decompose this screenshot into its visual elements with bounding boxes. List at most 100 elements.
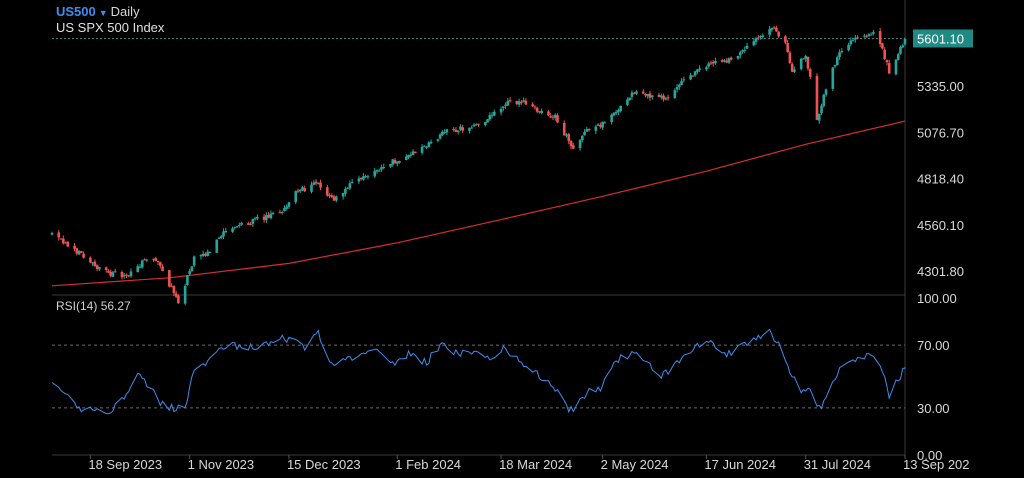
candle-up — [804, 55, 808, 59]
caret-down-icon[interactable]: ▼ — [98, 8, 108, 18]
candle-up — [675, 87, 679, 90]
candle-up — [398, 161, 401, 163]
candle-down — [80, 251, 83, 253]
candle-up — [659, 95, 663, 98]
rsi-line — [51, 328, 906, 415]
candle-up — [899, 46, 902, 54]
candle-up — [646, 93, 650, 97]
candle-up — [851, 40, 855, 42]
candle-up — [470, 127, 474, 129]
candle-down — [154, 258, 158, 262]
candle-down — [806, 56, 810, 69]
candle-up — [441, 131, 444, 136]
candle-down — [729, 57, 733, 60]
candle-down — [89, 257, 92, 263]
candle-up — [253, 218, 257, 220]
candle-up — [650, 95, 654, 98]
candle-down — [267, 214, 270, 218]
candle-down — [303, 188, 307, 192]
candle-up — [522, 100, 525, 103]
candle-down — [120, 271, 124, 278]
candle-down — [93, 261, 97, 266]
candle-up — [840, 50, 844, 52]
candle-up — [404, 156, 408, 161]
time-tick-label: 31 Jul 2024 — [804, 457, 871, 472]
candle-down — [881, 43, 884, 49]
candle-up — [50, 233, 54, 235]
candle-down — [461, 127, 465, 131]
price-tick-label: 5076.70 — [917, 125, 964, 140]
candle-up — [680, 81, 683, 85]
candle-down — [452, 128, 455, 130]
candle-up — [793, 69, 796, 72]
candle-up — [614, 111, 618, 114]
candle-down — [143, 259, 146, 261]
candle-up — [294, 191, 298, 203]
rsi-name: RSI(14) — [56, 299, 98, 313]
candle-down — [66, 241, 70, 247]
time-tick-label: 2 May 2024 — [601, 457, 669, 472]
candle-down — [314, 181, 318, 184]
candle-up — [362, 176, 365, 180]
candle-down — [296, 190, 300, 192]
candle-down — [856, 37, 859, 39]
candle-down — [815, 75, 819, 120]
candle-up — [540, 110, 543, 114]
candle-up — [389, 163, 392, 167]
candle-down — [95, 265, 99, 269]
rsi-indicator-label[interactable]: RSI(14) 56.27 — [56, 299, 131, 313]
candle-up — [483, 121, 487, 126]
candle-down — [533, 106, 537, 108]
candle-up — [438, 134, 442, 139]
time-tick-label: 18 Sep 2023 — [88, 457, 162, 472]
candle-up — [761, 35, 765, 37]
candle-down — [161, 266, 164, 271]
candle-up — [201, 253, 205, 256]
candle-up — [366, 176, 370, 178]
candle-down — [531, 104, 534, 107]
candle-up — [186, 275, 189, 285]
candle-down — [648, 93, 652, 98]
candle-down — [127, 275, 131, 277]
candle-up — [391, 159, 395, 165]
candle-up — [741, 50, 744, 52]
candle-up — [140, 260, 144, 268]
rsi-tick-label: 30.00 — [917, 401, 950, 416]
candle-up — [802, 58, 805, 60]
candle-down — [808, 69, 812, 77]
candle-down — [784, 36, 787, 43]
candle-down — [711, 61, 715, 64]
candle-up — [799, 58, 803, 70]
chart-header[interactable]: US500 ▼ Daily — [56, 4, 140, 21]
candle-up — [348, 183, 352, 189]
candle-up — [111, 272, 115, 277]
candle-up — [224, 230, 228, 233]
candle-down — [878, 31, 882, 44]
candle-down — [691, 75, 695, 77]
candle-up — [217, 237, 221, 239]
symbol-label[interactable]: US500 — [56, 4, 96, 19]
candle-down — [328, 194, 331, 196]
candle-down — [709, 62, 713, 64]
candle-down — [535, 107, 539, 112]
candle-up — [199, 255, 203, 257]
candle-down — [59, 238, 63, 240]
candle-down — [666, 97, 670, 99]
candle-down — [508, 100, 512, 102]
candle-up — [707, 63, 710, 67]
timeframe-label[interactable]: Daily — [110, 4, 140, 19]
candle-down — [549, 116, 553, 118]
candle-up — [817, 113, 821, 121]
candle-down — [326, 187, 329, 196]
candle-up — [235, 226, 239, 228]
candle-down — [64, 242, 67, 244]
candle-up — [98, 266, 101, 270]
candle-up — [678, 84, 681, 87]
last-price-label: 5601.10 — [917, 31, 964, 46]
candle-down — [319, 182, 322, 188]
candle-down — [125, 274, 128, 276]
candle-up — [863, 35, 866, 37]
candle-down — [278, 212, 282, 214]
